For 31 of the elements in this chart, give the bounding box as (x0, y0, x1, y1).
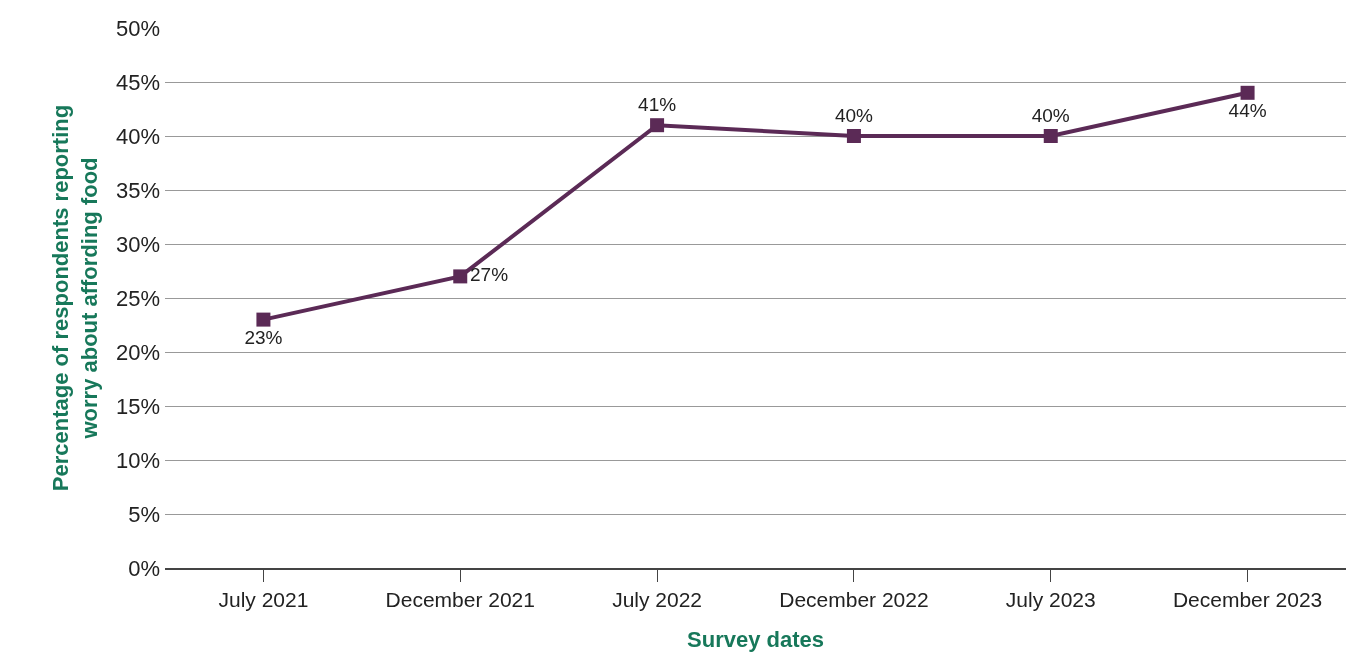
y-axis-title: Percentage of respondents reporting worry about affording food (48, 104, 102, 492)
point (650, 118, 665, 133)
data-label: 27% (470, 264, 509, 286)
data-label: 23% (244, 326, 283, 348)
point (1240, 85, 1255, 100)
x-axis-title: Survey dates (687, 627, 824, 653)
y-tick-label: 45% (115, 69, 160, 95)
data-label: 44% (1228, 99, 1267, 121)
data-label: 40% (1031, 104, 1070, 126)
y-tick-label: 35% (115, 177, 160, 203)
y-tick-label: 40% (115, 123, 160, 149)
x-tick-label: December 2021 (385, 587, 535, 611)
point (846, 129, 861, 143)
y-tick-label: 10% (115, 447, 160, 473)
y-tick-label: 15% (115, 393, 160, 419)
x-tick-label: July 2022 (612, 587, 703, 611)
y-tick-label: 0% (128, 555, 160, 581)
y-tick-label: 30% (115, 231, 160, 257)
point (1043, 129, 1058, 143)
point (453, 269, 468, 284)
y-tick-label: 25% (115, 285, 160, 311)
data-label: 40% (834, 104, 874, 126)
y-tick-label: 50% (115, 15, 160, 41)
point (256, 312, 271, 327)
x-tick-label: December 2022 (779, 587, 929, 611)
x-tick-label: July 2023 (1005, 587, 1096, 611)
y-tick-label: 20% (115, 339, 160, 365)
data-label: 41% (638, 93, 677, 115)
x-tick-label: December 2023 (1172, 587, 1323, 611)
y-tick-label: 5% (128, 501, 160, 527)
x-tick-label: July 2021 (218, 587, 309, 611)
